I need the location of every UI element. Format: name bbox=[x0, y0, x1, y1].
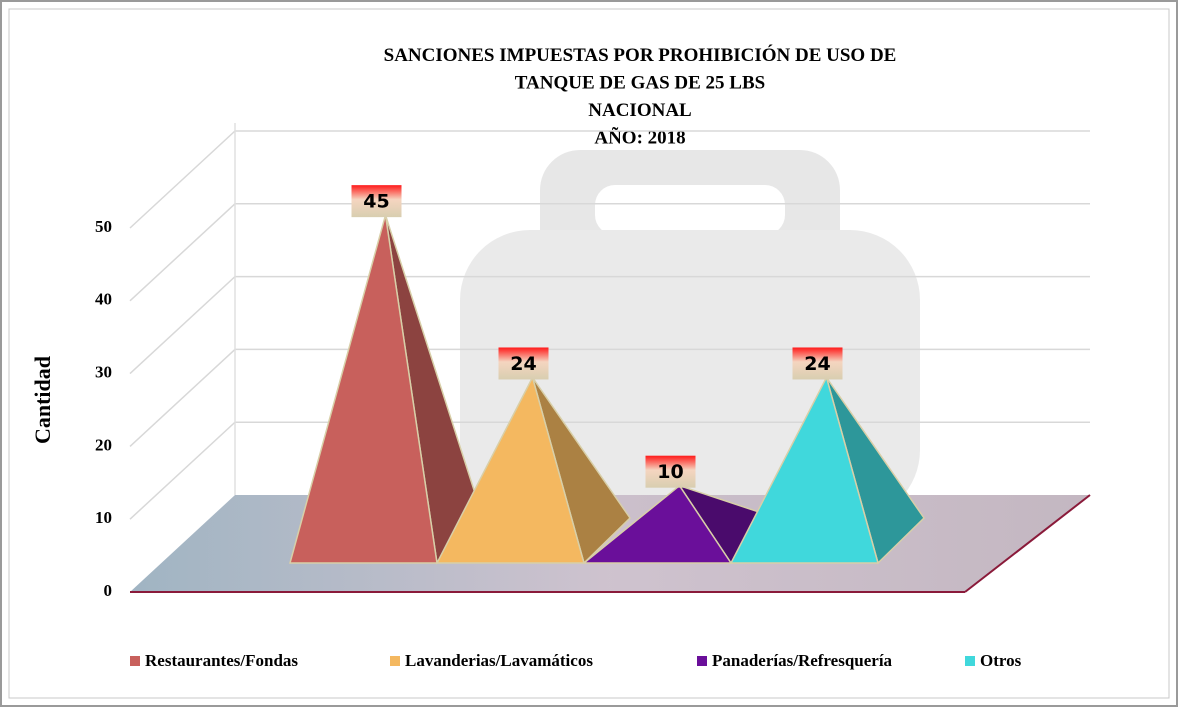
legend-swatch bbox=[130, 656, 140, 666]
value-label-box bbox=[792, 347, 843, 380]
pyramid-front bbox=[435, 375, 585, 564]
value-label-box bbox=[498, 347, 549, 380]
legend-label: Lavanderias/Lavamáticos bbox=[405, 651, 593, 670]
pyramid bbox=[435, 375, 631, 565]
pyramid-front bbox=[289, 214, 438, 564]
pyramid-front bbox=[581, 484, 733, 564]
y-axis-label: Cantidad bbox=[30, 356, 55, 444]
value-label: 45 bbox=[363, 191, 389, 213]
y-tick-label: 20 bbox=[95, 435, 112, 454]
value-label: 24 bbox=[804, 353, 830, 375]
legend-label: Restaurantes/Fondas bbox=[145, 651, 298, 670]
value-label: 10 bbox=[657, 461, 683, 483]
value-label-box bbox=[351, 185, 402, 218]
title-line: AÑO: 2018 bbox=[594, 127, 685, 149]
legend-swatch bbox=[697, 656, 707, 666]
legend-swatch bbox=[390, 656, 400, 666]
title-line: NACIONAL bbox=[588, 100, 691, 121]
title-line: SANCIONES IMPUESTAS POR PROHIBICIÓN DE U… bbox=[384, 44, 897, 66]
value-label-box bbox=[645, 455, 696, 488]
legend-label: Panaderías/Refresquería bbox=[712, 651, 893, 670]
legend-label: Otros bbox=[980, 651, 1022, 670]
y-tick-label: 30 bbox=[95, 363, 112, 382]
title-line: TANQUE DE GAS DE 25 LBS bbox=[515, 73, 765, 94]
pyramid-front bbox=[729, 375, 879, 564]
value-label: 24 bbox=[510, 353, 536, 375]
y-tick-label: 0 bbox=[104, 581, 113, 600]
y-tick-label: 10 bbox=[95, 508, 112, 527]
chart-title: SANCIONES IMPUESTAS POR PROHIBICIÓN DE U… bbox=[384, 44, 897, 149]
legend-swatch bbox=[965, 656, 975, 666]
pyramid bbox=[729, 375, 925, 565]
floor-edge bbox=[964, 494, 1091, 593]
y-tick-label: 50 bbox=[95, 217, 112, 236]
y-tick-label: 40 bbox=[95, 290, 112, 309]
